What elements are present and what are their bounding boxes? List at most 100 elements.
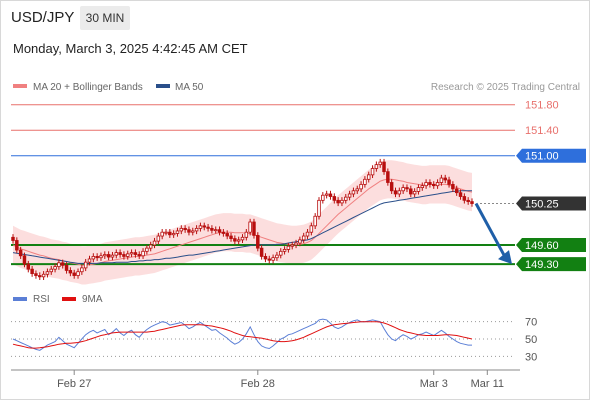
candle-body <box>53 266 57 270</box>
candle-body <box>80 267 84 273</box>
candle <box>355 185 359 194</box>
candle <box>160 229 164 240</box>
candle-body <box>26 263 31 270</box>
candle <box>64 262 69 274</box>
candle-body <box>409 188 413 195</box>
credit-label: Research © 2025 Trading Central <box>431 82 580 93</box>
candle <box>347 190 352 201</box>
candle-body <box>57 262 61 268</box>
candle-body <box>213 229 218 232</box>
candle-body <box>133 252 138 255</box>
candle <box>229 232 233 242</box>
candle-body <box>34 273 38 276</box>
rsi-tick-50: 50 <box>525 334 537 346</box>
candle-body <box>432 184 436 187</box>
candle-body <box>198 225 203 229</box>
candle <box>305 229 310 240</box>
candle <box>99 252 103 261</box>
candle-body <box>263 256 268 260</box>
candle <box>454 185 459 196</box>
candle-body <box>279 250 283 256</box>
candle-body <box>91 256 96 260</box>
candle-body <box>76 271 80 276</box>
candle-body <box>64 264 69 271</box>
candle <box>152 237 157 249</box>
candle-body <box>462 196 467 201</box>
candle <box>53 263 57 273</box>
candle-body <box>152 240 157 246</box>
candles <box>11 158 474 280</box>
candle <box>244 229 249 241</box>
candle-body <box>451 184 455 190</box>
candle <box>447 176 451 188</box>
candle <box>424 179 428 189</box>
candle <box>87 255 92 266</box>
candle <box>198 222 203 232</box>
candle-body <box>41 273 46 278</box>
candle <box>80 264 84 275</box>
level-label-151.00: 151.00 <box>525 151 559 163</box>
candle-body <box>267 258 272 261</box>
candle <box>141 248 145 259</box>
candle-body <box>443 177 447 181</box>
candle-body <box>389 182 394 192</box>
candle <box>328 190 333 200</box>
candle-body <box>187 229 191 233</box>
candle <box>225 230 229 240</box>
candle-body <box>148 244 153 249</box>
candle <box>439 174 444 186</box>
rsi-ma9-line <box>12 321 473 349</box>
candle-body <box>401 187 405 192</box>
candle-body <box>439 177 444 183</box>
candle <box>179 225 184 235</box>
candle <box>416 184 421 195</box>
candle-body <box>359 184 363 190</box>
candle-body <box>168 231 172 236</box>
level-tag-150.25 <box>516 196 586 211</box>
candle <box>279 248 283 259</box>
candle-body <box>110 254 115 258</box>
candle <box>332 193 337 204</box>
candle-body <box>252 221 256 236</box>
timeframe-badge[interactable]: 30 MIN <box>80 6 130 30</box>
candle-body <box>179 227 184 232</box>
candle-body <box>145 247 149 252</box>
candle <box>366 171 371 183</box>
candle-body <box>458 192 463 197</box>
candle-body <box>351 190 356 195</box>
candle <box>126 250 130 260</box>
candle <box>57 259 61 270</box>
candle <box>443 174 447 184</box>
candle <box>164 229 168 236</box>
candle-body <box>99 255 103 259</box>
symbol-title: USD/JPY <box>11 9 75 26</box>
candle <box>129 249 134 258</box>
candle <box>259 244 264 260</box>
x-tick-label: Feb 27 <box>57 378 91 390</box>
candle-body <box>397 190 402 195</box>
candle <box>462 193 467 204</box>
candle-body <box>11 236 15 241</box>
candle <box>26 260 31 273</box>
datetime-label: Monday, March 3, 2025 4:42:45 AM CET <box>13 41 248 56</box>
candle-body <box>72 272 76 276</box>
candle-body <box>309 225 314 233</box>
candle-body <box>454 188 459 194</box>
candle-body <box>470 201 474 204</box>
candle-body <box>332 196 337 201</box>
forecast-arrow-shaft <box>474 202 506 256</box>
candle <box>282 246 287 255</box>
candle <box>397 187 402 198</box>
candle-body <box>191 230 195 233</box>
candle-body <box>233 238 237 242</box>
candle <box>194 225 199 235</box>
candle <box>309 222 314 236</box>
candle-body <box>129 252 134 255</box>
candle <box>22 252 27 268</box>
candle <box>351 187 356 198</box>
candle-body <box>347 193 352 198</box>
candle-body <box>126 253 130 257</box>
candle <box>91 253 96 263</box>
candle-body <box>313 215 317 227</box>
candle-body <box>366 174 371 180</box>
